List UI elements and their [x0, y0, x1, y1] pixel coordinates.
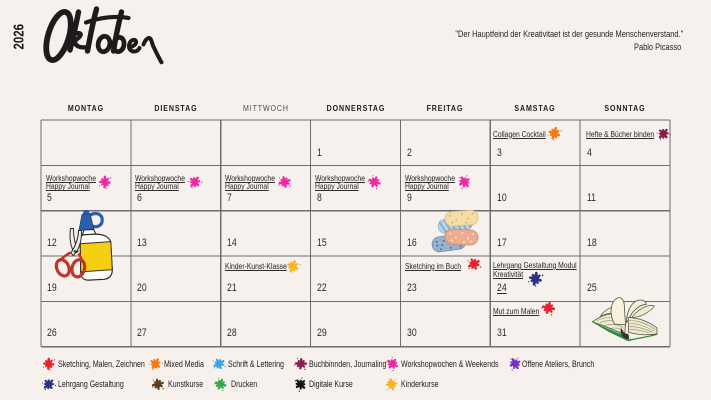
svg-text:2026: 2026: [12, 24, 28, 50]
